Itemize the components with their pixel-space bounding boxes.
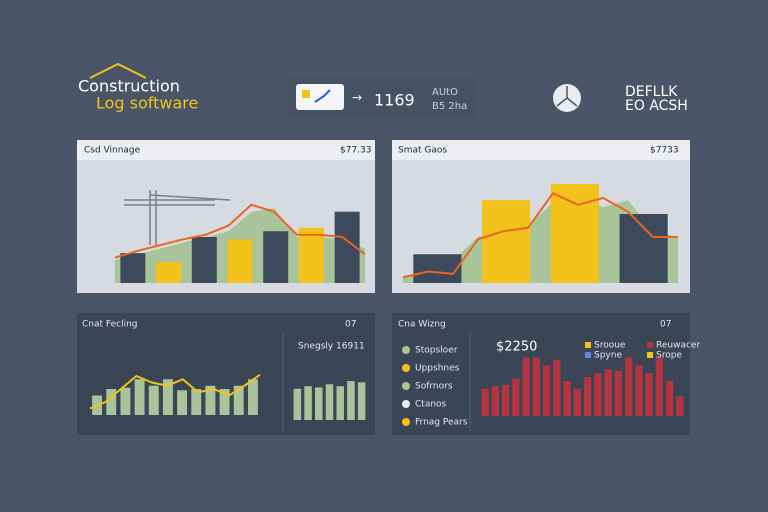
bar <box>298 227 324 283</box>
bar <box>512 378 520 416</box>
bar <box>357 382 366 420</box>
panel-header <box>392 140 690 160</box>
icon-part <box>302 90 310 98</box>
bar <box>563 380 571 416</box>
bar <box>325 384 334 420</box>
bar <box>106 389 117 415</box>
bar <box>336 386 344 420</box>
bar <box>413 254 462 283</box>
bar <box>191 389 202 415</box>
panel-title: Csd Vinnage <box>84 146 141 156</box>
brand-text: EO ACSH <box>625 98 688 114</box>
bar <box>604 369 612 416</box>
brand-logo-mark <box>556 86 578 107</box>
bar <box>481 388 489 416</box>
bar <box>219 389 230 415</box>
bar <box>227 239 253 283</box>
legend-dot <box>402 364 410 372</box>
panel-title: Smat Gaos <box>398 146 447 156</box>
bar <box>625 357 633 416</box>
logo-text: Construction <box>78 77 180 96</box>
bar <box>553 359 561 416</box>
legend-label: Reuwacer <box>656 341 700 351</box>
line <box>114 203 366 259</box>
arrow: → <box>352 91 362 105</box>
bar <box>177 390 188 415</box>
bar <box>120 253 146 283</box>
panel-value: 07 <box>660 320 671 330</box>
bar <box>645 373 653 416</box>
bar <box>148 385 159 415</box>
bar <box>156 262 182 283</box>
bar <box>635 365 643 416</box>
bar <box>522 357 530 416</box>
panel-subtitle: $2250 <box>496 340 537 355</box>
panel-value: $77.33 <box>340 146 372 156</box>
bar <box>315 387 323 420</box>
bar <box>655 357 663 416</box>
bar <box>482 200 531 283</box>
widget-label: AUtO <box>432 87 458 98</box>
crane <box>124 190 231 245</box>
brand-text: DEFLLK <box>625 84 678 100</box>
icon-part <box>314 89 331 103</box>
legend-swatch <box>585 342 591 348</box>
logo-text: Log software <box>96 94 198 113</box>
bar <box>263 231 289 283</box>
legend-label: Ctanos <box>415 400 447 410</box>
bar <box>233 385 244 415</box>
legend-dot <box>402 418 410 426</box>
legend-label: Frnag Pears <box>415 418 468 428</box>
bar <box>614 370 622 416</box>
panel-value: 07 <box>345 320 356 330</box>
line <box>89 373 261 410</box>
logo-roof <box>89 62 147 79</box>
legend-swatch <box>585 352 591 358</box>
bar <box>619 214 668 283</box>
bar <box>162 379 173 415</box>
bar <box>191 237 217 283</box>
legend-dot <box>402 400 410 408</box>
line <box>402 192 678 279</box>
bar <box>347 381 355 420</box>
panel-title: Cnat Fecling <box>82 320 137 330</box>
bar <box>491 386 499 416</box>
bar <box>120 387 131 415</box>
panel-subtitle: Snegsly 16911 <box>298 342 365 352</box>
bar <box>584 377 592 416</box>
bar <box>502 384 510 416</box>
bar <box>676 396 684 416</box>
bar <box>594 373 602 416</box>
legend-label: Spyne <box>594 351 622 361</box>
bar <box>550 184 599 283</box>
legend-label: Stopsloer <box>415 346 458 356</box>
legend-label: Sofrnors <box>415 382 453 392</box>
bar <box>304 386 312 420</box>
legend-dot <box>402 346 410 354</box>
panel-header <box>77 140 375 160</box>
bar <box>573 388 581 416</box>
bar <box>532 357 540 416</box>
legend-dot <box>402 382 410 390</box>
legend-label: Srope <box>656 351 682 361</box>
bar <box>666 380 674 416</box>
widget-value: 1169 <box>374 91 415 110</box>
panel-value: $7733 <box>650 146 679 156</box>
area <box>403 196 678 283</box>
legend-label: Srooue <box>594 341 626 351</box>
bar <box>134 379 145 415</box>
bar <box>205 385 216 415</box>
widget-label: B5 2ha <box>432 101 467 112</box>
legend-label: Uppshnes <box>415 364 460 374</box>
bar <box>247 379 258 415</box>
legend-swatch <box>647 352 653 358</box>
legend-swatch <box>647 342 653 348</box>
panel-title: Cna Wizng <box>398 320 446 330</box>
bar <box>293 388 302 420</box>
bar <box>543 365 551 416</box>
